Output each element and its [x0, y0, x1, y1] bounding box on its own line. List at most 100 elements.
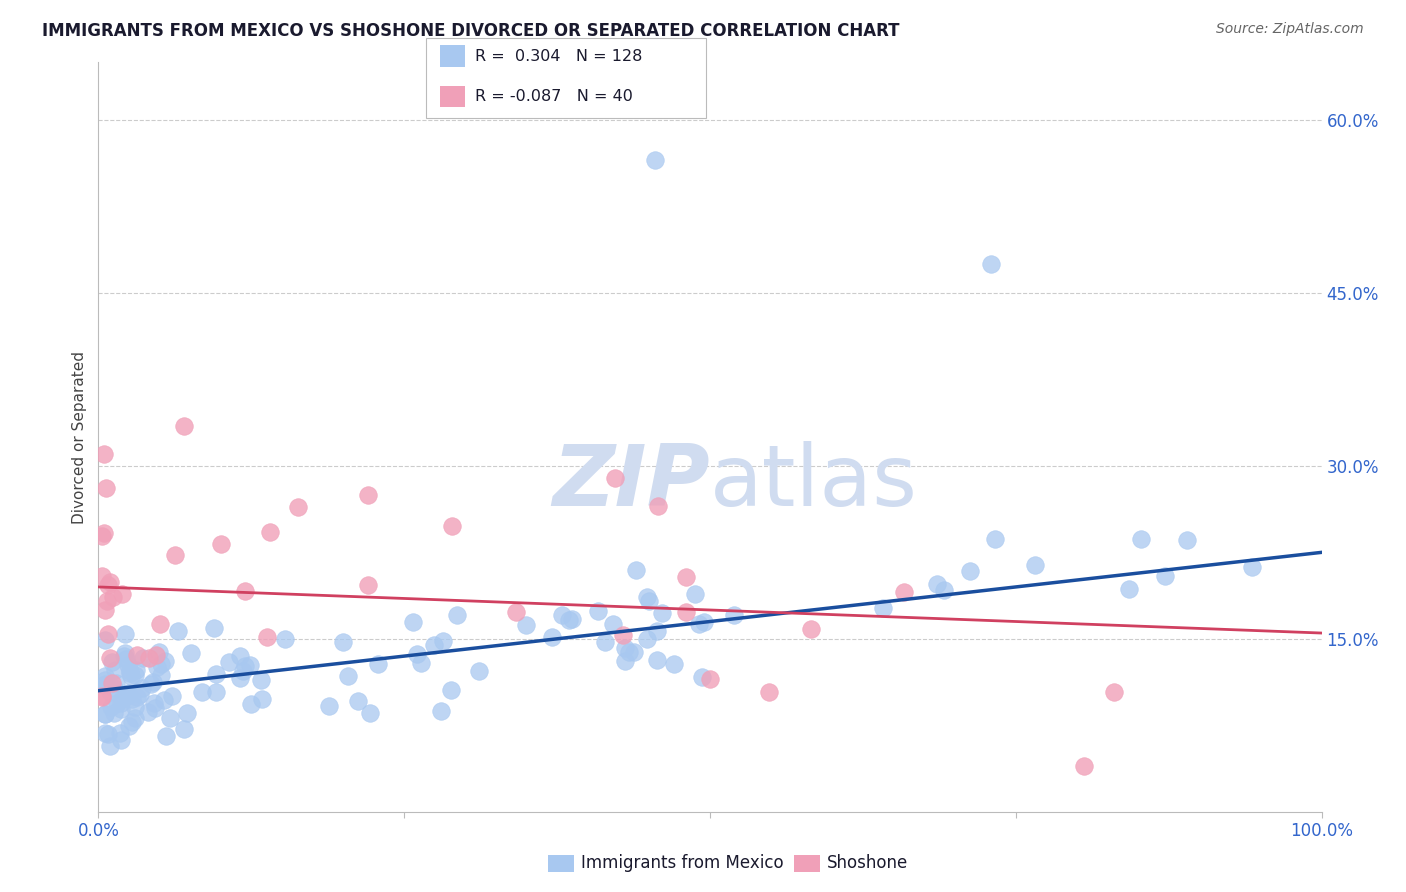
Text: Shoshone: Shoshone — [827, 855, 908, 872]
Point — [239, 698, 262, 712]
Point — [110, 732, 132, 747]
Point — [347, 694, 370, 708]
Point — [94, 482, 117, 496]
Point — [232, 664, 254, 678]
Point — [893, 585, 915, 599]
Point — [356, 578, 378, 592]
Point — [1175, 533, 1198, 547]
Point — [367, 657, 389, 671]
Point — [1241, 559, 1264, 574]
Point — [359, 706, 381, 721]
Point — [93, 707, 115, 722]
Point — [446, 607, 468, 622]
Point — [439, 682, 461, 697]
Point — [124, 699, 146, 714]
Point — [105, 676, 128, 690]
Point — [274, 632, 297, 647]
Point — [118, 664, 141, 678]
Point — [118, 719, 141, 733]
Point — [411, 657, 433, 671]
Point — [688, 617, 710, 632]
Point — [623, 645, 645, 659]
Point — [98, 651, 121, 665]
Point — [117, 689, 139, 703]
Point — [180, 646, 202, 660]
Point — [100, 655, 122, 669]
Point — [117, 686, 139, 700]
Point — [468, 664, 491, 678]
Point — [209, 537, 232, 551]
Point — [129, 687, 152, 701]
Point — [636, 632, 658, 646]
Point — [558, 613, 581, 627]
Point — [110, 701, 132, 715]
Point — [94, 602, 117, 616]
Point — [588, 604, 610, 618]
Point — [98, 739, 121, 753]
Point — [91, 690, 114, 705]
Point — [613, 640, 636, 655]
Point — [1024, 558, 1046, 573]
Point — [430, 704, 453, 718]
Point — [638, 594, 661, 608]
Point — [114, 652, 136, 666]
Point — [925, 577, 948, 591]
Point — [93, 669, 115, 683]
Point — [149, 657, 172, 671]
Point — [332, 635, 354, 649]
Point — [614, 654, 637, 668]
Point — [624, 564, 647, 578]
Point — [91, 529, 114, 543]
Point — [91, 690, 114, 704]
Point — [252, 692, 274, 706]
Point — [145, 648, 167, 662]
Point — [204, 685, 226, 699]
Point — [94, 677, 117, 691]
Point — [136, 705, 159, 719]
Point — [441, 519, 464, 533]
Point — [127, 648, 149, 662]
Point — [98, 684, 121, 698]
Point — [145, 660, 167, 674]
Point — [405, 647, 427, 661]
Point — [356, 488, 378, 502]
Point — [114, 627, 136, 641]
Point — [202, 621, 225, 635]
Point — [105, 697, 128, 711]
Point — [337, 669, 360, 683]
Point — [155, 729, 177, 743]
Point — [153, 654, 176, 668]
Point — [690, 670, 713, 684]
Point — [675, 605, 697, 619]
Point — [96, 594, 118, 608]
Point — [103, 681, 125, 696]
Point — [101, 591, 124, 605]
Point — [205, 666, 228, 681]
Point — [551, 607, 574, 622]
Point — [121, 692, 143, 706]
Point — [651, 607, 673, 621]
Point — [104, 664, 127, 678]
Y-axis label: Divorced or Separated: Divorced or Separated — [72, 351, 87, 524]
Point — [432, 633, 454, 648]
Point — [229, 648, 252, 663]
Point — [150, 668, 173, 682]
Point — [114, 646, 136, 660]
Point — [148, 645, 170, 659]
Point — [138, 651, 160, 665]
Point — [163, 548, 186, 562]
Text: atlas: atlas — [710, 441, 918, 524]
Point — [117, 657, 139, 672]
Point — [287, 500, 309, 514]
Point — [173, 723, 195, 737]
Point — [402, 615, 425, 630]
Point — [127, 690, 149, 704]
Point — [143, 696, 166, 710]
Point — [541, 630, 564, 644]
Text: R =  0.304   N = 128: R = 0.304 N = 128 — [475, 49, 643, 63]
Point — [233, 583, 256, 598]
Point — [93, 726, 115, 740]
Point — [422, 638, 444, 652]
Point — [505, 605, 527, 619]
Point — [693, 615, 716, 629]
